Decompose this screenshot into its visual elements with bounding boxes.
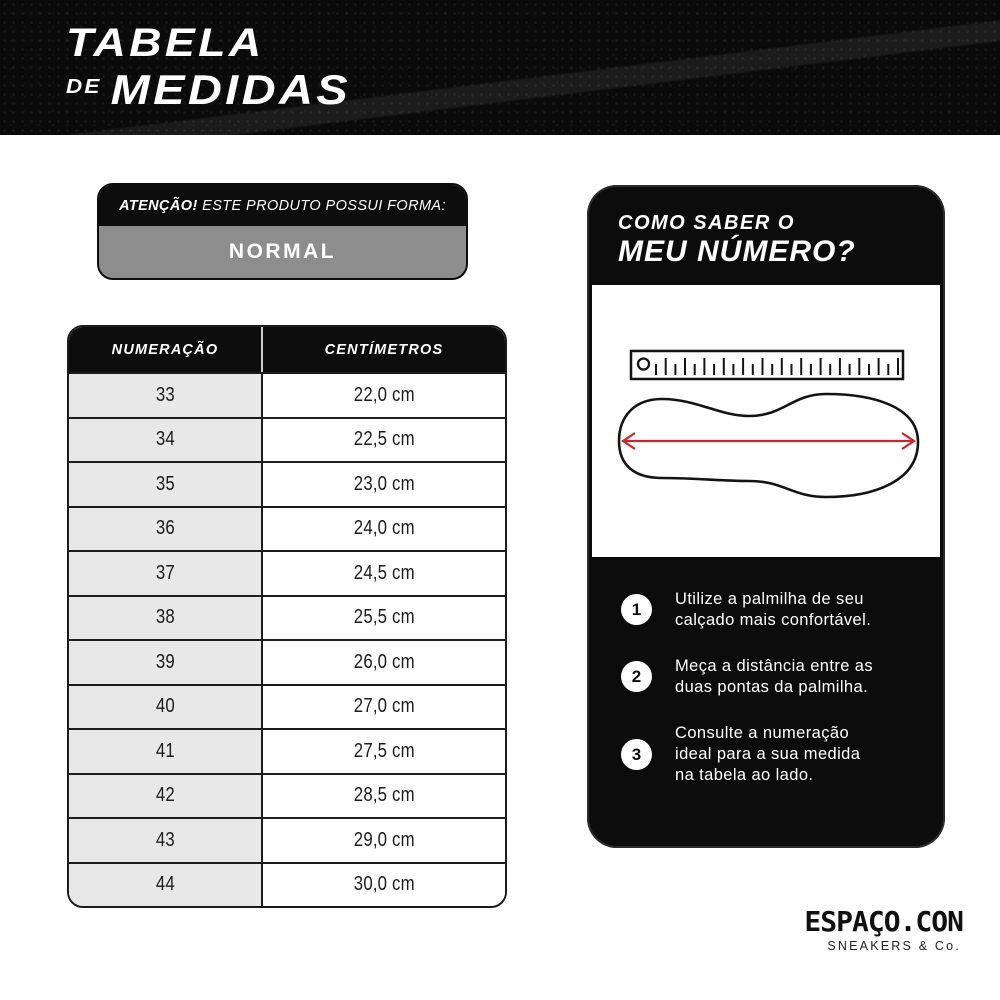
cell-cm: 27,0 cm (261, 683, 505, 728)
attention-value: NORMAL (228, 240, 337, 263)
page-title-line2: DE MEDIDAS (66, 67, 351, 112)
cell-cm: 29,0 cm (261, 817, 505, 862)
ruler-tall-ticks (664, 357, 899, 375)
page-title: TABELA DE MEDIDAS (66, 21, 351, 113)
cell-cm: 22,0 cm (261, 372, 505, 417)
page-title-medidas: MEDIDAS (110, 66, 352, 114)
howto-step: 3 Consulte a numeração ideal para a sua me… (621, 723, 945, 786)
step-number-badge: 1 (621, 594, 652, 626)
table-row: 33 22,0 cm (69, 372, 505, 417)
table-row: 42 28,5 cm (69, 772, 505, 817)
cell-size: 43 (69, 817, 261, 862)
cell-cm: 26,0 cm (261, 639, 505, 684)
cell-size: 37 (69, 550, 261, 595)
cell-size: 36 (69, 505, 261, 550)
brand-subtitle: SNEAKERS & Co. (827, 939, 961, 953)
attention-header-bold: ATENÇÃO! (119, 197, 198, 214)
step-text: Consulte a numeração ideal para a sua med… (675, 723, 861, 785)
cell-size: 39 (69, 639, 261, 684)
table-row: 41 27,5 cm (69, 728, 505, 773)
size-table: NUMERAÇÃO CENTÍMETROS 33 22,0 cm 34 22,5 cm… (67, 325, 507, 908)
table-row: 35 23,0 cm (69, 461, 505, 506)
cell-cm: 30,0 cm (261, 861, 505, 906)
cell-cm: 28,5 cm (261, 772, 505, 817)
table-row: 40 27,0 cm (69, 683, 505, 728)
step-text: Meça a distância entre as duas pontas da … (675, 656, 874, 696)
attention-header-rest: ESTE PRODUTO POSSUI FORMA: (197, 197, 446, 214)
step-number-badge: 3 (621, 739, 652, 771)
howto-steps: 1 Utilize a palmilha de seu calçado mais c… (587, 557, 945, 787)
cell-size: 33 (69, 372, 261, 417)
step-number-badge: 2 (621, 661, 652, 693)
howto-step: 1 Utilize a palmilha de seu calçado mais c… (621, 589, 945, 631)
page-title-de: DE (66, 76, 102, 99)
cell-cm: 24,0 cm (261, 505, 505, 550)
insole-outline-icon (617, 392, 920, 498)
cell-cm: 24,5 cm (261, 550, 505, 595)
page-title-line1: TABELA (66, 21, 265, 65)
cell-cm: 27,5 cm (261, 728, 505, 773)
howto-title-line1: COMO SABER O (618, 212, 795, 234)
cell-size: 38 (69, 594, 261, 639)
brand-logo: ESPAÇO.CON SNEAKERS & Co. (804, 905, 964, 954)
table-row: 36 24,0 cm (69, 505, 505, 550)
measure-arrow-icon (621, 431, 916, 450)
cell-size: 35 (69, 461, 261, 506)
measure-illustration (617, 349, 920, 498)
cell-cm: 25,5 cm (261, 594, 505, 639)
column-header-centimetros: CENTÍMETROS (261, 327, 505, 372)
cell-size: 34 (69, 416, 261, 461)
cell-cm: 23,0 cm (261, 461, 505, 506)
table-row: 34 22,5 cm (69, 416, 505, 461)
table-row: 37 24,5 cm (69, 550, 505, 595)
cell-size: 44 (69, 861, 261, 906)
table-row: 44 30,0 cm (69, 861, 505, 906)
cell-size: 42 (69, 772, 261, 817)
ruler-short-ticks (655, 363, 890, 375)
size-table-body: 33 22,0 cm 34 22,5 cm 35 23,0 cm 36 24,0 cm 37 24… (69, 372, 505, 906)
header-banner: TABELA DE MEDIDAS (0, 0, 1000, 135)
howto-title-line2: MEU NÚMERO? (618, 235, 856, 268)
cell-cm: 22,5 cm (261, 416, 505, 461)
table-row: 39 26,0 cm (69, 639, 505, 684)
step-text: Utilize a palmilha de seu calçado mais co… (675, 589, 872, 629)
attention-box: ATENÇÃO! ESTE PRODUTO POSSUI FORMA: NORM… (97, 183, 468, 280)
table-row: 43 29,0 cm (69, 817, 505, 862)
cell-size: 41 (69, 728, 261, 773)
cell-size: 40 (69, 683, 261, 728)
measure-illustration-panel (592, 284, 940, 557)
table-row: 38 25,5 cm (69, 594, 505, 639)
howto-title: COMO SABER O MEU NÚMERO? (587, 185, 945, 270)
brand-name: ESPAÇO.CON (804, 905, 964, 938)
column-header-numeracao: NUMERAÇÃO (111, 341, 219, 358)
attention-header: ATENÇÃO! ESTE PRODUTO POSSUI FORMA: (99, 185, 466, 226)
size-table-header: NUMERAÇÃO CENTÍMETROS (69, 327, 505, 372)
howto-step: 2 Meça a distância entre as duas pontas da… (621, 656, 945, 698)
howto-card: COMO SABER O MEU NÚMERO? (587, 185, 945, 848)
ruler-icon (629, 349, 905, 380)
